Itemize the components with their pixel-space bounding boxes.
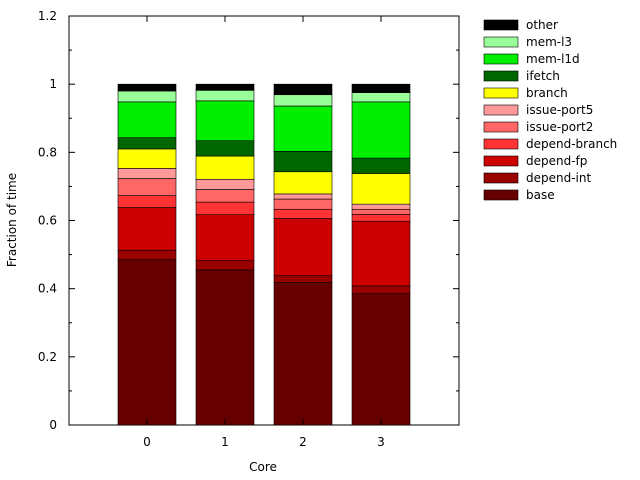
y-tick-label: 0.6 — [38, 214, 57, 228]
x-tick-label: 3 — [377, 435, 385, 449]
y-tick-label: 0.4 — [38, 282, 57, 296]
bar-segment-issue-port5 — [117, 168, 177, 179]
bar-segment-base — [351, 293, 411, 426]
bar-segment-mem-l1d — [117, 101, 177, 138]
bar-segment-mem-l3 — [117, 90, 177, 103]
x-tick-label: 1 — [221, 435, 229, 449]
legend-swatch-issue-port5 — [483, 104, 519, 116]
bar-segment-issue-port2 — [351, 208, 411, 215]
legend-swatch-depend-int — [483, 172, 519, 184]
bar-segment-depend-fp — [117, 207, 177, 251]
bar-stack-group — [117, 83, 411, 426]
y-tick-label: 0.2 — [38, 350, 57, 364]
bar-segment-depend-branch — [273, 208, 333, 219]
bar-segment-depend-fp — [351, 220, 411, 287]
legend-label-issue-port2: issue-port2 — [526, 120, 593, 134]
legend-swatch-mem-l3 — [483, 36, 519, 48]
bar-segment-depend-branch — [351, 214, 411, 222]
bar-segment-mem-l1d — [351, 101, 411, 159]
legend-label-mem-l3: mem-l3 — [526, 35, 572, 49]
legend-swatch-other — [483, 19, 519, 31]
bar-segment-branch — [117, 148, 177, 169]
legend-label-other: other — [526, 18, 558, 32]
legend-label-mem-l1d: mem-l1d — [526, 52, 580, 66]
bar-segment-ifetch — [195, 140, 255, 157]
y-tick-label: 1 — [49, 77, 57, 91]
bar-segment-branch — [273, 171, 333, 195]
legend-label-branch: branch — [526, 86, 568, 100]
bar-segment-base — [117, 259, 177, 426]
bar-segment-issue-port5 — [195, 178, 255, 190]
x-tick-label: 0 — [143, 435, 151, 449]
bar-segment-depend-branch — [117, 195, 177, 208]
legend-swatch-issue-port2 — [483, 121, 519, 133]
legend-swatch-base — [483, 189, 519, 201]
bar-segment-issue-port2 — [117, 178, 177, 196]
legend-label-ifetch: ifetch — [526, 69, 560, 83]
bar-segment-base — [273, 282, 333, 426]
bar-segment-issue-port2 — [273, 198, 333, 210]
bar-segment-branch — [351, 173, 411, 205]
legend-swatch-depend-branch — [483, 138, 519, 150]
bar-segment-issue-port5 — [273, 193, 333, 200]
legend-swatch-mem-l1d — [483, 53, 519, 65]
bar-segment-issue-port2 — [195, 189, 255, 203]
bar-segment-depend-int — [117, 249, 177, 260]
legend-label-depend-branch: depend-branch — [526, 137, 617, 151]
bar-segment-depend-fp — [195, 214, 255, 262]
bar-segment-base — [195, 269, 255, 426]
bar-segment-ifetch — [351, 157, 411, 174]
bar-segment-depend-int — [273, 275, 333, 283]
bar-segment-ifetch — [117, 137, 177, 150]
x-axis-label: Core — [249, 460, 277, 474]
y-axis-label: Fraction of time — [5, 173, 19, 267]
y-axis: 0 0.2 0.4 0.6 0.8 1 1.2 — [38, 9, 459, 432]
legend-label-base: base — [526, 188, 555, 202]
bar-segment-mem-l3 — [195, 90, 255, 102]
bar-segment-mem-l3 — [273, 94, 333, 107]
legend-swatch-branch — [483, 87, 519, 99]
legend-swatch-ifetch — [483, 70, 519, 82]
bar-segment-other — [195, 83, 255, 91]
bar-segment-mem-l1d — [273, 105, 333, 152]
legend-label-issue-port5: issue-port5 — [526, 103, 593, 117]
bar-segment-issue-port5 — [351, 203, 411, 210]
x-tick-label: 2 — [299, 435, 307, 449]
bar-segment-depend-branch — [195, 201, 255, 216]
bar-segment-other — [117, 83, 177, 92]
legend-label-depend-fp: depend-fp — [526, 154, 587, 168]
bar-segment-depend-int — [351, 285, 411, 295]
legend-swatch-depend-fp — [483, 155, 519, 167]
y-tick-label: 1.2 — [38, 9, 57, 23]
legend-label-depend-int: depend-int — [526, 171, 591, 185]
bar-segment-branch — [195, 155, 255, 180]
bar-segment-ifetch — [273, 151, 333, 173]
y-tick-label: 0 — [49, 418, 57, 432]
bar-segment-depend-fp — [273, 218, 333, 277]
y-tick-label: 0.8 — [38, 145, 57, 159]
bar-segment-other — [273, 83, 333, 96]
bar-segment-mem-l1d — [195, 100, 255, 142]
bar-segment-other — [351, 83, 411, 93]
bar-segment-depend-int — [195, 260, 255, 271]
legend: other mem-l3 mem-l1d ifetch branch issue-port… — [483, 18, 617, 202]
x-axis: 0 1 2 3 — [143, 16, 385, 449]
bar-segment-mem-l3 — [351, 92, 411, 103]
